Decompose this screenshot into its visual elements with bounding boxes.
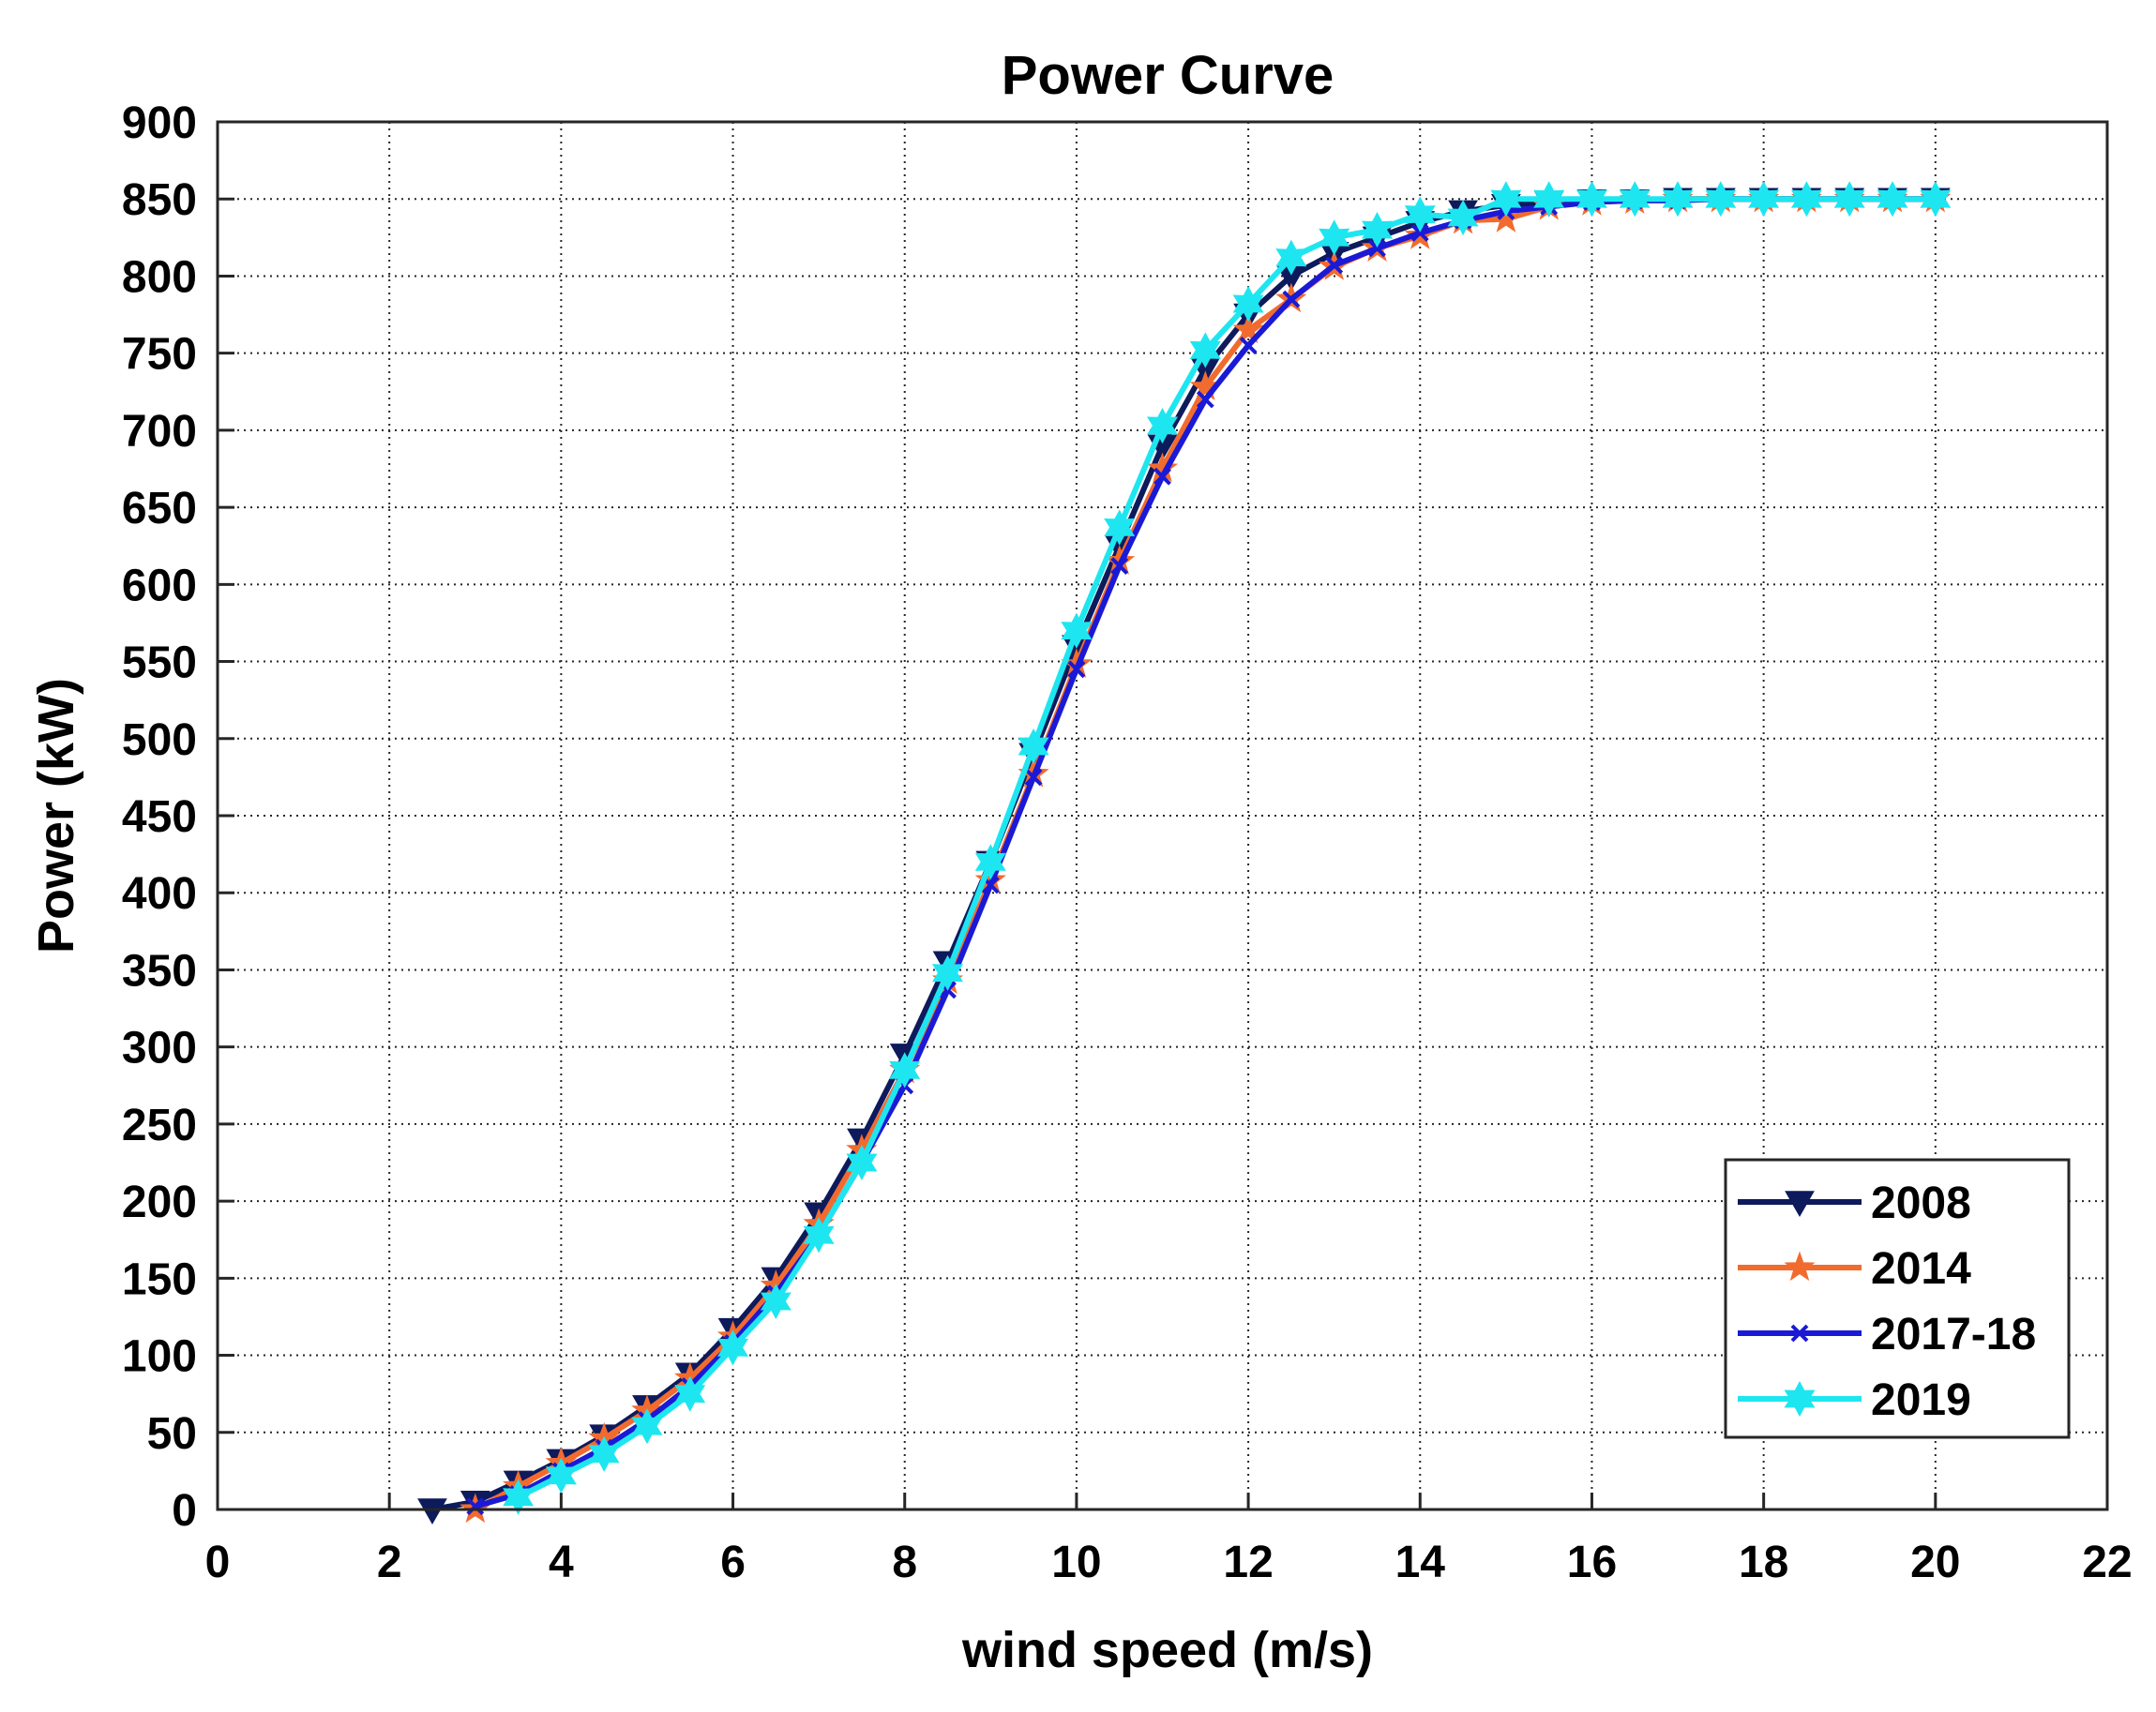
- y-tick-label: 600: [122, 561, 197, 610]
- data-point-2019: [1877, 181, 1908, 218]
- data-point-2019: [1404, 196, 1436, 233]
- y-tick-label: 750: [122, 330, 197, 380]
- legend-label-2008: 2008: [1871, 1179, 1971, 1228]
- data-point-2019: [931, 954, 964, 991]
- x-tick-label: 2: [377, 1538, 402, 1587]
- data-point-2019: [846, 1144, 878, 1181]
- data-point-2019: [1447, 199, 1479, 236]
- data-point-2019: [1576, 181, 1607, 218]
- x-axis-ticks: 0 2 4 6 8 10 12 14 16 18 20 22: [205, 1493, 2133, 1587]
- x-tick-label: 6: [720, 1538, 746, 1587]
- data-point-2019: [803, 1217, 835, 1254]
- data-point-2019: [1146, 407, 1179, 444]
- x-tick-label: 20: [1910, 1538, 1960, 1587]
- y-tick-label: 250: [122, 1101, 197, 1150]
- data-point-2019: [1232, 285, 1264, 323]
- y-tick-label: 400: [122, 869, 197, 919]
- y-axis-label: Power (kW): [28, 678, 84, 954]
- data-point-2019: [889, 1052, 921, 1089]
- data-point-2017-18: [466, 1497, 485, 1516]
- y-tick-label: 550: [122, 638, 197, 688]
- data-point-2019: [1189, 332, 1221, 368]
- data-point-2019: [760, 1283, 792, 1320]
- y-tick-label: 150: [122, 1254, 197, 1304]
- data-point-2019: [1104, 509, 1136, 546]
- x-tick-label: 8: [892, 1538, 917, 1587]
- data-point-2017-18: [1239, 337, 1258, 354]
- legend-label-2017-18: 2017-18: [1871, 1310, 2036, 1359]
- y-tick-label: 300: [122, 1024, 197, 1074]
- plot-frame: [216, 120, 2109, 1511]
- y-tick-label: 100: [122, 1332, 197, 1382]
- data-point-2019: [1319, 219, 1350, 256]
- x-axis-label: wind speed (m/s): [961, 1622, 1373, 1678]
- data-point-2019: [1705, 181, 1737, 218]
- x-tick-label: 22: [2082, 1538, 2132, 1587]
- y-tick-label: 450: [122, 792, 197, 842]
- y-tick-label: 800: [122, 252, 197, 302]
- data-point-2019: [588, 1435, 620, 1472]
- data-point-2017-18: [1410, 223, 1429, 242]
- data-point-2019: [1833, 181, 1865, 218]
- series-line-2019: [517, 196, 1936, 1500]
- data-point-2017-18: [1368, 239, 1386, 258]
- data-point-2019: [1748, 181, 1780, 218]
- data-point-2019: [1061, 612, 1093, 649]
- data-point-2017-18: [1153, 467, 1171, 486]
- legend-box: [1724, 1158, 2071, 1439]
- data-point-2019: [631, 1408, 663, 1445]
- data-point-2017-18: [1067, 660, 1086, 679]
- data-point-2017-18: [1110, 557, 1129, 576]
- y-tick-label: 500: [122, 715, 197, 765]
- legend-marker-2019: [1784, 1380, 1816, 1418]
- y-tick-label: 650: [122, 484, 197, 533]
- y-axis-ticks: 0 50 100 150 200 250 300 350 400 450 500 550 600 650 7…: [122, 98, 234, 1536]
- x-tick-label: 18: [1739, 1538, 1788, 1587]
- data-point-2019: [1533, 181, 1565, 218]
- legend: 2008 2014 2017-18 2019: [1724, 1158, 2071, 1439]
- data-point-2014: [1232, 313, 1264, 344]
- y-tick-label: 350: [122, 946, 197, 996]
- data-point-2019: [974, 844, 1006, 880]
- data-point-2019: [1018, 728, 1049, 765]
- series-lines: [417, 181, 1952, 1525]
- data-point-2019: [545, 1457, 577, 1494]
- data-point-2019: [1619, 181, 1651, 218]
- legend-marker-2008: [1785, 1191, 1815, 1218]
- data-point-2017-18: [1024, 768, 1043, 787]
- y-tick-label: 700: [122, 407, 197, 457]
- x-tick-label: 4: [549, 1538, 574, 1587]
- data-point-2019: [1920, 181, 1952, 218]
- y-tick-label: 50: [147, 1409, 197, 1459]
- data-point-2019: [1790, 181, 1822, 218]
- data-point-2019: [1490, 181, 1522, 218]
- legend-marker-2014: [1784, 1251, 1816, 1282]
- data-point-2017-18: [1325, 256, 1344, 275]
- x-tick-label: 10: [1051, 1538, 1101, 1587]
- x-tick-label: 16: [1567, 1538, 1617, 1587]
- data-point-2019: [674, 1375, 706, 1412]
- legend-marker-2017-18: [1790, 1324, 1809, 1343]
- y-tick-label: 0: [172, 1486, 197, 1536]
- legend-label-2014: 2014: [1871, 1244, 1971, 1294]
- data-point-2019: [1361, 212, 1394, 248]
- data-point-2019: [503, 1479, 535, 1515]
- x-tick-label: 14: [1395, 1538, 1446, 1587]
- data-point-2008: [417, 1498, 447, 1525]
- data-point-2017-18: [1196, 390, 1214, 409]
- x-tick-label: 0: [205, 1538, 231, 1587]
- data-point-2017-18: [1282, 290, 1301, 308]
- x-tick-label: 12: [1223, 1538, 1273, 1587]
- series-2019: [503, 181, 1952, 1515]
- y-tick-label: 900: [122, 98, 197, 148]
- y-tick-label: 850: [122, 175, 197, 225]
- data-point-2019: [1662, 181, 1694, 218]
- y-tick-label: 200: [122, 1178, 197, 1227]
- data-point-2019: [1275, 239, 1307, 276]
- data-point-2019: [717, 1329, 749, 1366]
- chart-title: Power Curve: [1002, 45, 1334, 106]
- legend-label-2019: 2019: [1871, 1375, 1971, 1425]
